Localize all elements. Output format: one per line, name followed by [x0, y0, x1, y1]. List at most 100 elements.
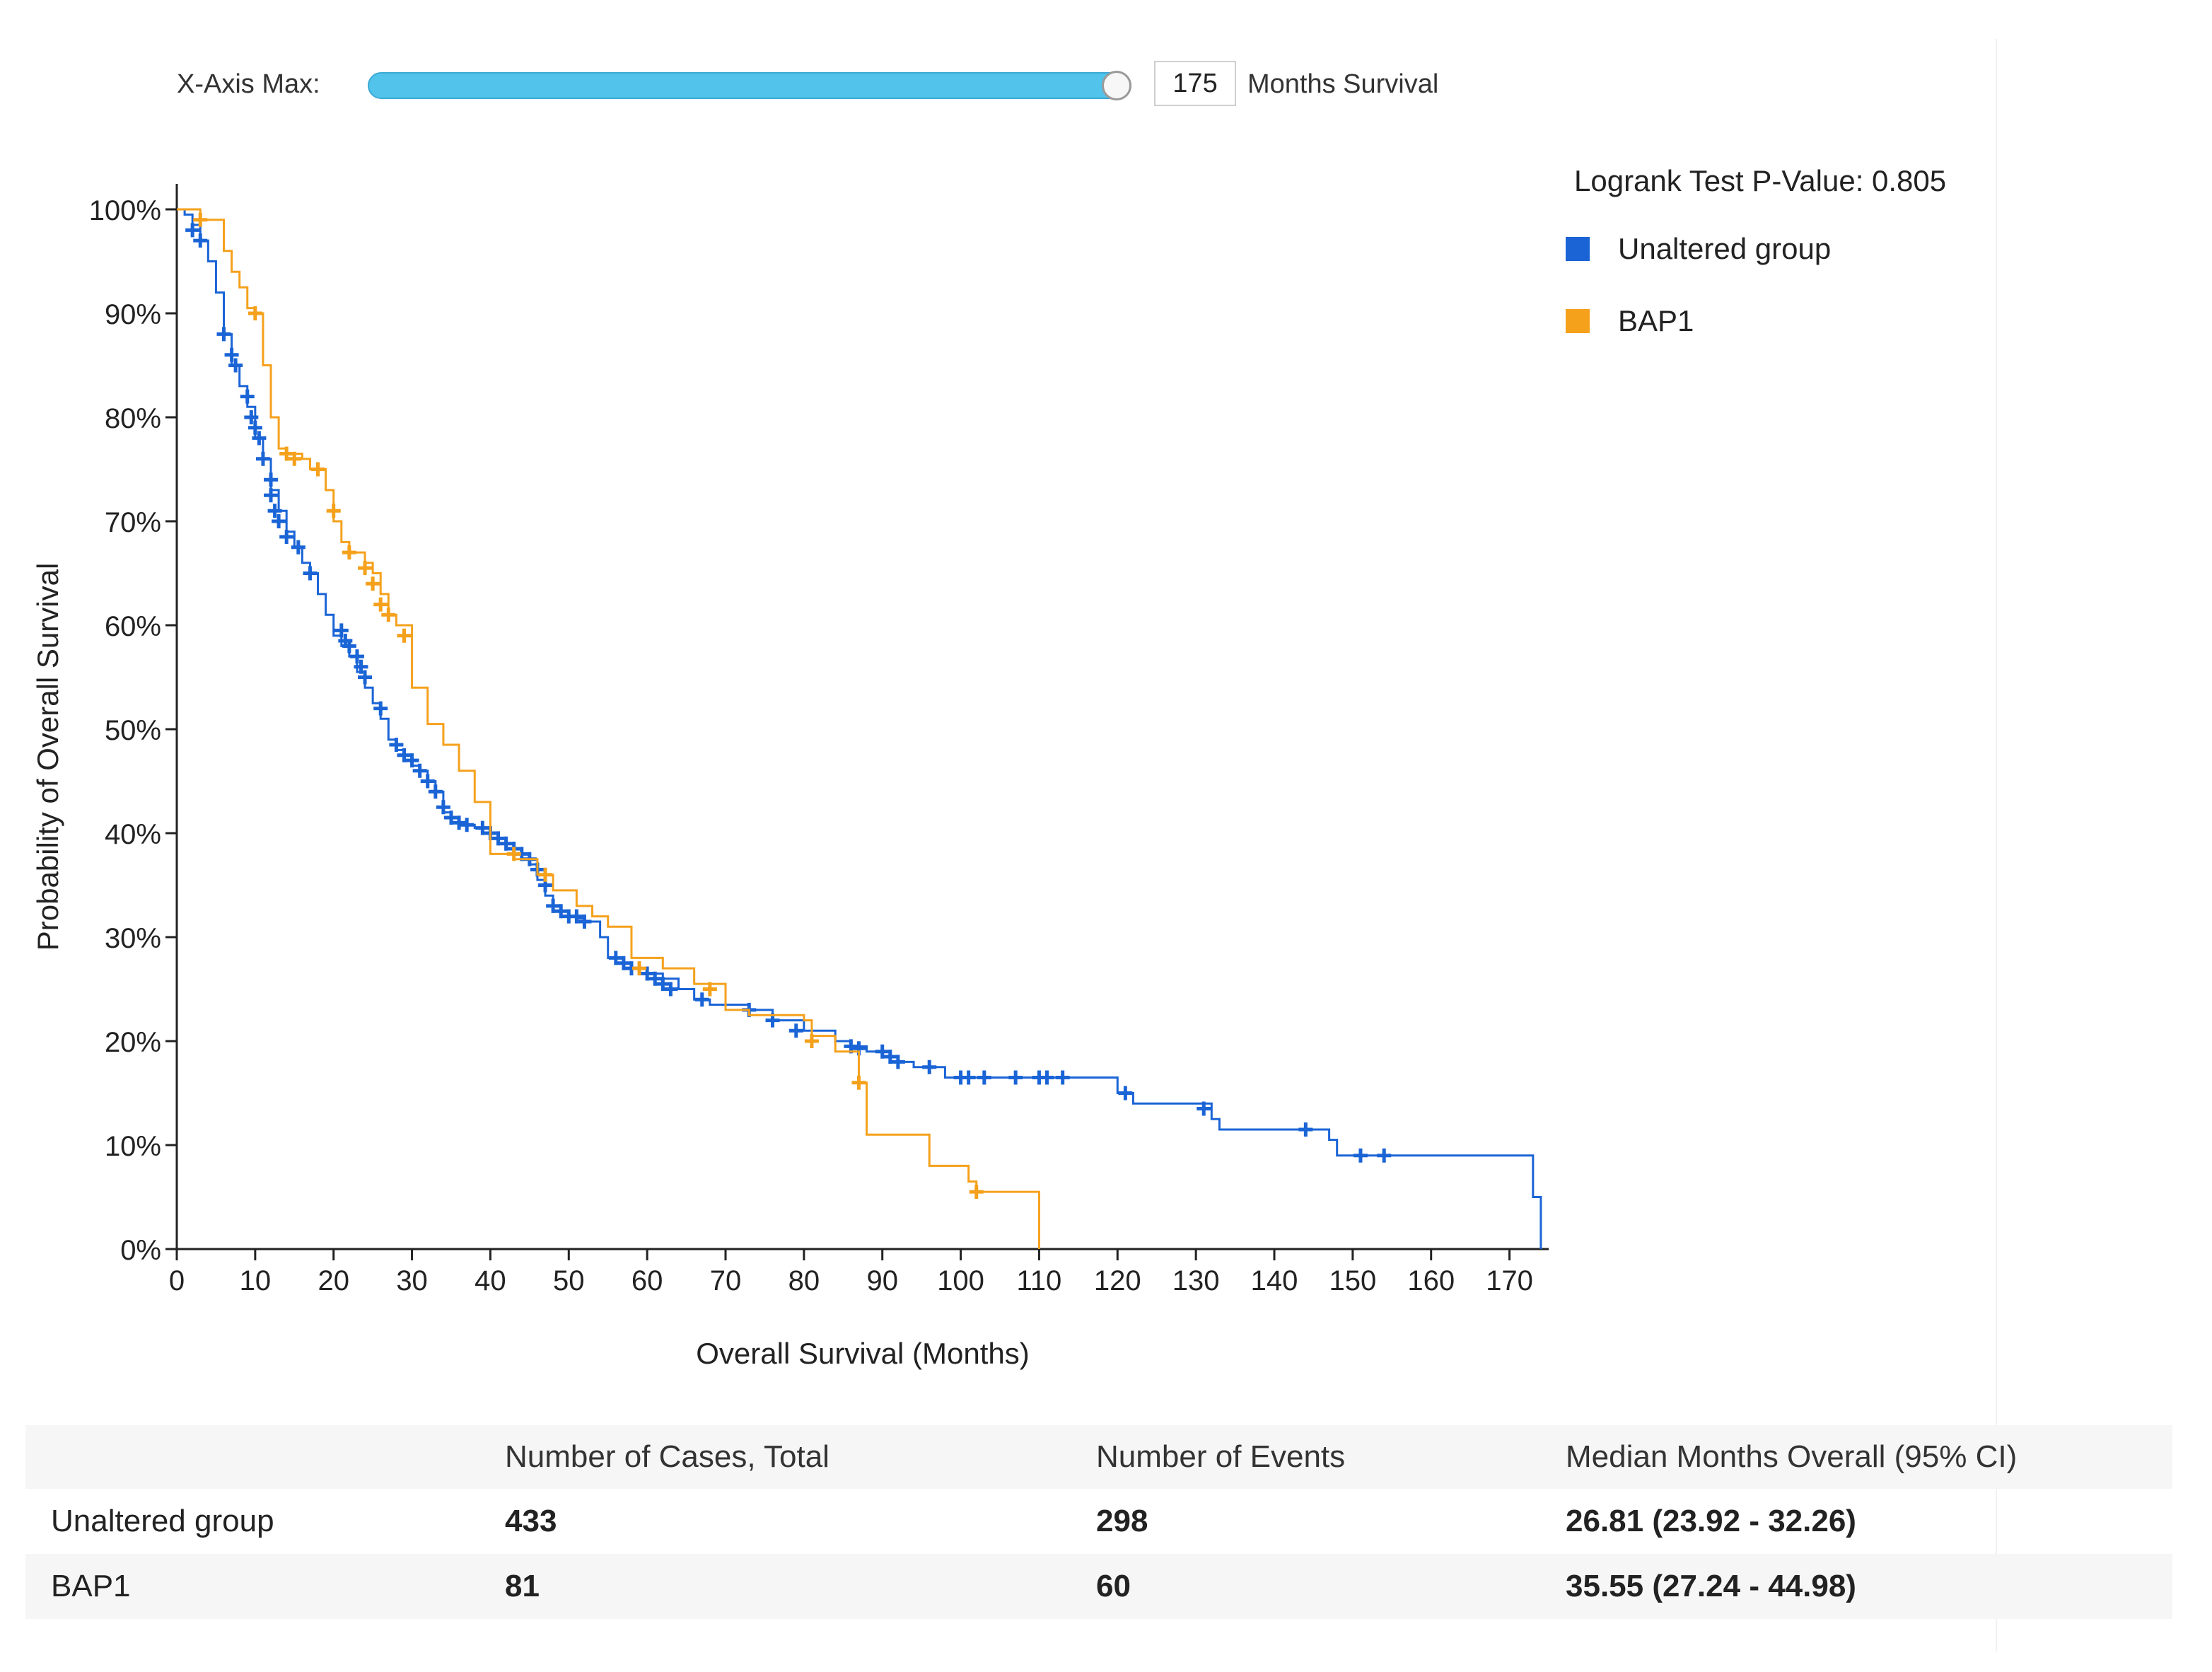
censor-mark [1040, 1070, 1054, 1085]
censor-mark [694, 992, 709, 1007]
censor-mark [420, 774, 435, 789]
censor-mark [272, 514, 286, 528]
cases-cell: 433 [505, 1504, 557, 1538]
censor-mark [255, 451, 270, 466]
censor-mark [890, 1055, 905, 1069]
x-tick-label: 20 [318, 1265, 349, 1296]
censor-mark [1008, 1070, 1023, 1085]
censor-mark [373, 701, 388, 716]
censor-mark [342, 639, 356, 654]
x-tick-label: 110 [1017, 1265, 1062, 1296]
y-tick-label: 30% [105, 923, 161, 954]
table-header: Median Months Overall (95% CI) [1566, 1425, 2172, 1489]
censor-mark [702, 982, 717, 997]
censor-mark [961, 1070, 976, 1085]
censor-mark [969, 1185, 984, 1200]
censor-mark [240, 389, 255, 404]
x-tick-label: 150 [1329, 1265, 1376, 1296]
x-tick-label: 40 [475, 1265, 506, 1296]
censor-mark [538, 867, 553, 882]
x-tick-label: 80 [788, 1265, 820, 1296]
censor-mark [216, 327, 231, 342]
survival-step-line [177, 208, 1542, 1249]
censor-mark [632, 961, 647, 976]
censor-mark [883, 1050, 897, 1064]
x-axis-max-slider[interactable] [368, 72, 1131, 99]
x-axis-max-input[interactable] [1154, 61, 1236, 106]
x-tick-label: 100 [937, 1265, 984, 1296]
logrank-pvalue: Logrank Test P-Value: 0.805 [1574, 164, 1947, 197]
x-tick-label: 50 [553, 1265, 585, 1296]
censor-mark [499, 836, 513, 851]
censor-mark [334, 623, 349, 638]
x-axis-max-control: X-Axis Max: Months Survival [0, 57, 1556, 113]
censor-mark [185, 223, 200, 238]
censor-mark [279, 446, 294, 461]
censor-mark [506, 847, 521, 861]
censor-mark [1353, 1148, 1368, 1163]
x-tick-label: 0 [169, 1265, 185, 1296]
x-tick-label: 130 [1172, 1265, 1220, 1296]
panel-divider [1996, 39, 1997, 1651]
censor-mark [922, 1059, 937, 1074]
legend-swatch-bap1 [1566, 309, 1590, 333]
censor-mark [397, 628, 412, 643]
x-tick-label: 10 [240, 1265, 272, 1296]
chart-legend: Logrank Test P-Value: 0.805 Unaltered gr… [1556, 164, 1994, 372]
censor-mark [358, 670, 373, 685]
censor-mark [193, 233, 208, 248]
survival-stats-table: Number of Cases, Total Number of Events … [25, 1425, 2172, 1619]
censor-mark [264, 472, 279, 487]
legend-item-bap1[interactable]: BAP1 [1566, 300, 1994, 342]
legend-item-unaltered[interactable]: Unaltered group [1566, 228, 1994, 270]
censor-mark [475, 820, 490, 835]
censor-mark [404, 753, 419, 768]
censor-mark [224, 347, 239, 362]
series-bap1 [177, 208, 1040, 1249]
y-tick-label: 50% [105, 715, 161, 746]
y-axis-title: Probability of Overall Survival [31, 563, 64, 951]
y-tick-label: 100% [89, 195, 161, 226]
censor-mark [1118, 1086, 1133, 1101]
censor-mark [366, 576, 380, 591]
x-axis-title: Overall Survival (Months) [696, 1337, 1029, 1370]
censor-mark [788, 1023, 803, 1038]
censor-mark [397, 748, 412, 762]
x-tick-label: 160 [1407, 1265, 1455, 1296]
y-tick-label: 80% [105, 403, 161, 434]
legend-label: BAP1 [1618, 304, 1694, 337]
censor-mark [577, 914, 592, 929]
x-tick-label: 30 [396, 1265, 428, 1296]
censor-mark [342, 545, 356, 560]
series-layer [177, 208, 1542, 1249]
censor-mark [977, 1070, 991, 1085]
x-tick-label: 170 [1486, 1265, 1533, 1296]
censor-mark [1055, 1070, 1070, 1085]
censor-mark [244, 410, 259, 424]
y-tick-label: 70% [105, 507, 161, 538]
censor-mark [193, 212, 208, 227]
censor-mark [326, 504, 341, 518]
series-unaltered [177, 208, 1542, 1249]
censor-mark [287, 451, 302, 466]
slider-handle[interactable] [1102, 71, 1131, 100]
median-cell: 35.55 (27.24 - 44.98) [1566, 1554, 2172, 1619]
censor-mark [381, 608, 396, 622]
legend-label: Unaltered group [1618, 232, 1832, 265]
legend-swatch-unaltered [1566, 237, 1590, 261]
table-row: BAP1 81 60 35.55 (27.24 - 44.98) [25, 1554, 2172, 1619]
censor-mark [248, 306, 262, 320]
group-cell: BAP1 [25, 1554, 505, 1619]
censor-mark [389, 738, 404, 753]
censor-mark [616, 956, 631, 970]
x-tick-label: 60 [631, 1265, 663, 1296]
censor-mark [640, 966, 655, 981]
x-tick-label: 90 [866, 1265, 898, 1296]
slider-fill [369, 74, 1130, 98]
y-tick-label: 60% [105, 611, 161, 642]
x-axis-max-label: X-Axis Max: [177, 69, 320, 99]
censor-mark [412, 763, 427, 778]
censor-mark [279, 530, 294, 545]
table-row: Unaltered group 433 298 26.81 (23.92 - 3… [25, 1489, 2172, 1554]
table-header: Number of Events [1096, 1425, 1566, 1489]
